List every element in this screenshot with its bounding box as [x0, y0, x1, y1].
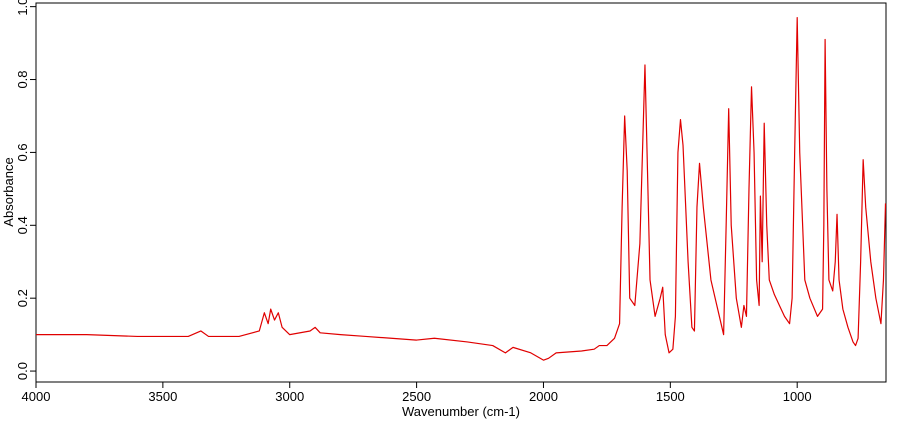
- y-tick-label: 0.4: [15, 216, 30, 234]
- spectrum-line: [36, 16, 887, 361]
- x-tick-label: 2000: [529, 389, 558, 404]
- y-tick-label: 0.0: [15, 362, 30, 380]
- x-tick-label: 1500: [656, 389, 685, 404]
- y-axis-label: Absorbance: [1, 157, 16, 226]
- y-tick-label: 1.0: [15, 0, 30, 16]
- x-tick-label: 3500: [148, 389, 177, 404]
- x-axis-label: Wavenumber (cm-1): [402, 404, 520, 419]
- plot-frame: [35, 2, 887, 383]
- x-tick-label: 3000: [275, 389, 304, 404]
- y-tick-label: 0.8: [15, 70, 30, 88]
- y-tick-label: 0.2: [15, 289, 30, 307]
- y-tick-label: 0.6: [15, 143, 30, 161]
- x-tick-label: 2500: [402, 389, 431, 404]
- x-tick-label: 4000: [22, 389, 51, 404]
- x-tick-label: 1000: [783, 389, 812, 404]
